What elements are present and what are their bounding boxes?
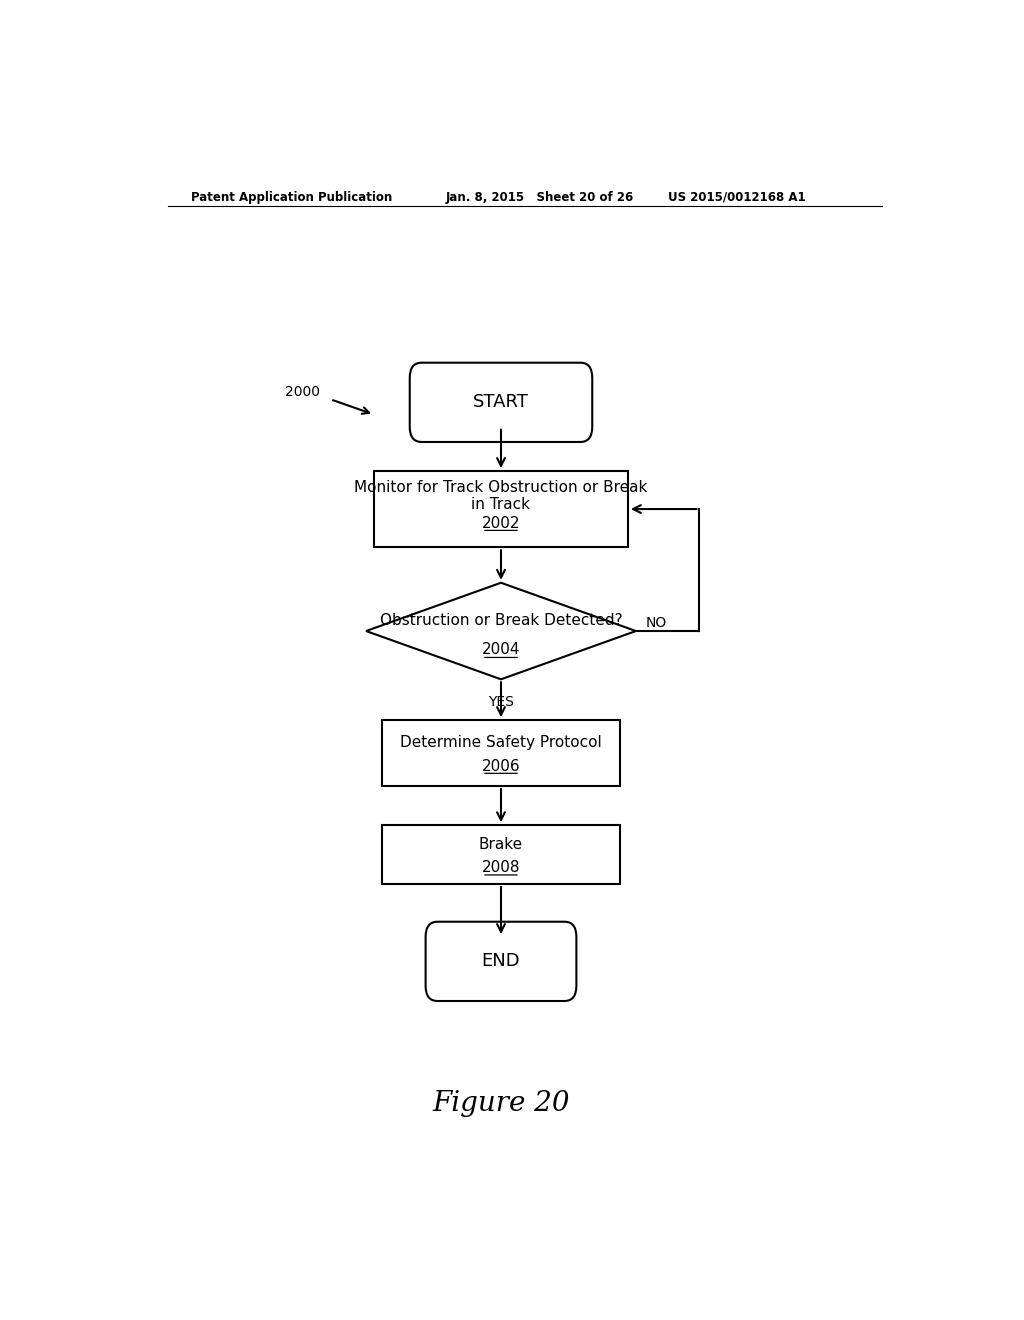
FancyBboxPatch shape <box>426 921 577 1001</box>
Text: NO: NO <box>645 616 667 630</box>
Text: 2002: 2002 <box>481 516 520 531</box>
Text: END: END <box>481 952 520 970</box>
Bar <box>382 825 620 884</box>
Text: Figure 20: Figure 20 <box>432 1090 569 1117</box>
Text: Jan. 8, 2015   Sheet 20 of 26: Jan. 8, 2015 Sheet 20 of 26 <box>445 190 634 203</box>
Text: 2000: 2000 <box>285 385 321 399</box>
Text: Monitor for Track Obstruction or Break
in Track: Monitor for Track Obstruction or Break i… <box>354 479 647 512</box>
FancyBboxPatch shape <box>410 363 592 442</box>
Bar <box>382 719 620 785</box>
Text: 2004: 2004 <box>481 642 520 657</box>
Polygon shape <box>366 582 636 680</box>
Text: 2008: 2008 <box>481 861 520 875</box>
Text: Patent Application Publication: Patent Application Publication <box>191 190 393 203</box>
Text: START: START <box>473 393 529 412</box>
Text: Brake: Brake <box>479 837 523 851</box>
Text: US 2015/0012168 A1: US 2015/0012168 A1 <box>668 190 805 203</box>
Text: Determine Safety Protocol: Determine Safety Protocol <box>400 735 602 750</box>
Text: 2006: 2006 <box>481 759 520 774</box>
Bar <box>374 471 628 548</box>
Text: Obstruction or Break Detected?: Obstruction or Break Detected? <box>380 614 623 628</box>
Text: YES: YES <box>488 694 514 709</box>
